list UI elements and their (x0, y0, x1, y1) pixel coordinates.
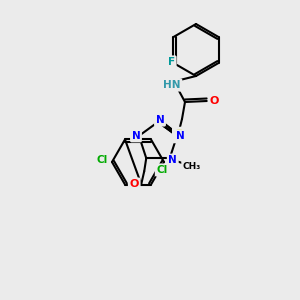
Text: O: O (209, 96, 219, 106)
Text: CH₃: CH₃ (183, 162, 201, 171)
Text: Cl: Cl (96, 155, 108, 165)
Text: N: N (168, 155, 177, 165)
Text: O: O (130, 179, 139, 189)
Text: F: F (168, 57, 175, 67)
Text: N: N (132, 131, 140, 141)
Text: N: N (156, 115, 164, 125)
Text: N: N (176, 131, 184, 141)
Text: S: S (174, 128, 182, 142)
Text: HN: HN (163, 80, 181, 90)
Text: Cl: Cl (156, 165, 168, 175)
